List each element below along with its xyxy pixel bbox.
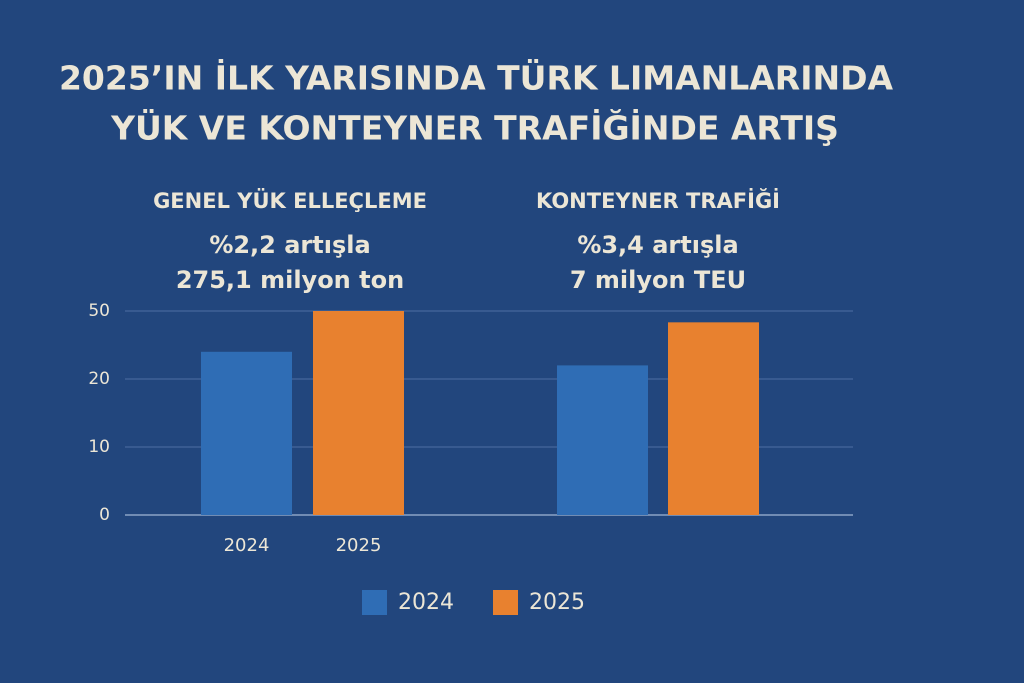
legend-label: 2024 [398,590,454,615]
legend-swatch [362,590,387,615]
bar [201,351,292,515]
annotation: %3,4 artışla [577,231,738,259]
y-tick-label: 0 [99,505,110,525]
y-tick-label: 10 [88,437,110,457]
chart-title: YÜK VE KONTEYNER TRAFİĞİNDE ARTIŞ [110,108,839,148]
annotation: %2,2 artışla [209,231,370,259]
x-tick-label: 2025 [336,535,382,556]
group-title: GENEL YÜK ELLEÇLEME [153,188,427,213]
annotation: 7 milyon TEU [570,266,746,294]
bar [557,365,648,515]
chart-title: 2025’IN İLK YARISINDA TÜRK LIMANLARINDA [59,58,894,98]
legend-label: 2025 [529,590,585,615]
x-tick-label: 2024 [224,535,270,556]
group-title: KONTEYNER TRAFİĞİ [536,188,780,213]
legend-swatch [493,590,518,615]
y-tick-label: 50 [88,301,110,321]
annotation: 275,1 milyon ton [176,266,404,294]
bar [668,322,759,515]
bar [313,311,404,515]
y-tick-label: 20 [88,369,110,389]
